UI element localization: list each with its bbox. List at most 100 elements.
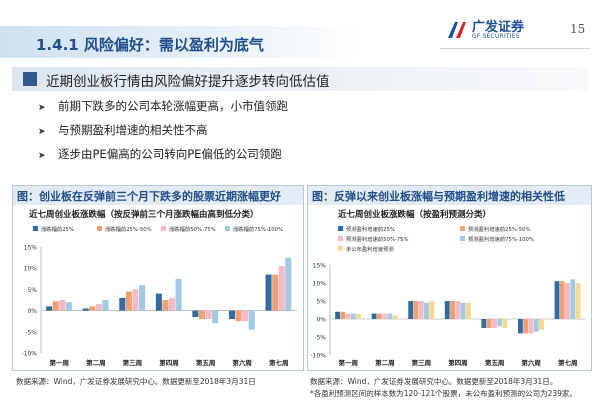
bar <box>205 310 212 320</box>
legend-label: 未公布盈利增速预测 <box>346 245 394 253</box>
x-tick-label: 第五周 <box>485 358 505 367</box>
x-tick-label: 第一周 <box>50 358 70 367</box>
bar <box>285 257 292 311</box>
bar <box>162 300 169 311</box>
bar <box>155 293 162 311</box>
bar <box>52 301 59 311</box>
bullet-text: 与预期盈利增速的相关性不高 <box>58 123 208 137</box>
legend-swatch <box>225 226 230 231</box>
y-tick-label: 0% <box>27 308 37 315</box>
bar <box>413 301 419 319</box>
bar <box>228 310 236 320</box>
y-tick-label: 5% <box>316 299 326 306</box>
legend-swatch <box>338 236 343 241</box>
chart2-caption: 图：反弹以来创业板涨幅与预期盈利增速的相关性低 <box>312 190 565 203</box>
x-tick-label: 第三周 <box>123 358 143 367</box>
bar <box>198 310 206 320</box>
bar <box>528 319 534 334</box>
bar <box>235 310 242 322</box>
legend-label: 预测盈利增速前25% <box>346 225 395 233</box>
bar <box>59 300 66 311</box>
legend-label: 涨跌幅前25% <box>41 225 74 233</box>
logo-english-name: GF SECURITIES <box>472 33 520 40</box>
bar <box>350 313 356 319</box>
chart2-panel: 图：反弹以来创业板涨幅与预期盈利增速的相关性低 近七周创业板涨跌幅（按盈利预测分… <box>307 185 592 371</box>
bar <box>356 313 362 319</box>
bullet-item: ➤ 逐步由PE偏高的公司转向PE偏低的公司领跑 <box>38 146 282 162</box>
bar <box>429 301 435 319</box>
bar <box>175 278 182 311</box>
bar <box>139 285 146 311</box>
x-tick-label: 第七周 <box>269 358 289 367</box>
bar <box>450 301 455 319</box>
bar <box>460 302 466 319</box>
chart2-caption-band: 图：反弹以来创业板涨幅与预期盈利增速的相关性低 <box>308 186 591 205</box>
page-number: 15 <box>570 22 586 36</box>
bar <box>272 274 279 311</box>
y-tick-label: -10% <box>21 351 37 358</box>
bar <box>481 319 487 328</box>
y-tick-label: -5% <box>314 335 326 342</box>
legend-swatch <box>460 236 465 241</box>
logo-chinese-name: 广发证券 <box>472 20 525 35</box>
bar <box>444 301 450 319</box>
bar <box>554 281 560 319</box>
legend-swatch <box>97 226 102 231</box>
x-tick-label: 第四周 <box>159 358 179 367</box>
bar <box>278 266 285 311</box>
y-tick-label: 15% <box>24 245 38 252</box>
legend-swatch <box>338 246 343 251</box>
legend-swatch <box>161 226 166 231</box>
legend-label: 涨跌幅前50%-75% <box>169 225 216 233</box>
bar <box>392 315 398 319</box>
bar <box>486 319 492 328</box>
bar <box>497 319 503 327</box>
bar <box>559 281 565 319</box>
bar <box>371 313 377 319</box>
y-tick-label: -5% <box>25 329 37 336</box>
bar <box>523 319 529 334</box>
y-tick-label: 10% <box>313 281 327 288</box>
bar <box>82 308 89 311</box>
chart1-plot: 近七周创业板涨跌幅（按反弹前三个月涨跌幅由高到低分类） 涨跌幅前25% 涨跌幅前25… <box>21 209 297 367</box>
bar <box>502 319 508 328</box>
bullet-arrow-icon: ➤ <box>38 103 46 113</box>
x-tick-label: 第四周 <box>448 358 468 367</box>
legend-label: 预测盈利增速前75%-100% <box>468 235 534 243</box>
bar <box>491 319 497 328</box>
x-tick-label: 第五周 <box>196 358 216 367</box>
y-tick-label: 0% <box>316 317 326 324</box>
bar <box>376 313 382 319</box>
x-tick-label: 第六周 <box>521 358 541 367</box>
bar <box>89 306 96 311</box>
bullet-text: 逐步由PE偏高的公司转向PE偏低的公司领跑 <box>58 147 282 161</box>
bar <box>340 311 346 319</box>
x-tick-label: 第七周 <box>558 358 578 367</box>
y-tick-label: 10% <box>24 266 38 273</box>
bar <box>65 302 72 311</box>
legend-swatch <box>460 226 465 231</box>
x-tick-label: 第二周 <box>86 358 106 367</box>
bar <box>565 283 570 319</box>
bar <box>408 301 414 319</box>
chart-title: 近七周创业板涨跌幅（按盈利预测分类） <box>338 209 491 220</box>
bullet-text: 前期下跌多的公司本轮涨幅更高，小市值领跑 <box>58 99 288 113</box>
bar <box>517 319 523 334</box>
bar <box>382 313 388 319</box>
chart1-caption: 图：创业板在反弹前三个月下跌多的股票近期涨幅更好 <box>17 190 281 203</box>
bar <box>265 274 272 311</box>
legend-label: 涨跌幅前75%-100% <box>233 225 283 233</box>
slide-title: 1.4.1 风险偏好：需以盈利为底气 <box>36 36 264 54</box>
chart1-caption-band: 图：创业板在反弹前三个月下跌多的股票近期涨幅更好 <box>13 186 303 205</box>
legend-swatch <box>338 226 343 231</box>
gf-logo-icon <box>448 22 466 38</box>
legend-swatch <box>33 226 38 231</box>
company-logo: 广发证券 GF SECURITIES <box>445 16 565 46</box>
bar <box>418 301 424 319</box>
y-tick-label: 5% <box>27 287 37 294</box>
bar <box>345 313 351 319</box>
bar <box>46 306 53 311</box>
chart2-plot: 近七周创业板涨跌幅（按盈利预测分类） 预测盈利增速前25% 预测盈利增速前25%-5… <box>310 209 586 367</box>
bar <box>212 310 219 324</box>
headline: 近期创业板行情由风险偏好提升逐步转向低估值 <box>46 74 330 90</box>
